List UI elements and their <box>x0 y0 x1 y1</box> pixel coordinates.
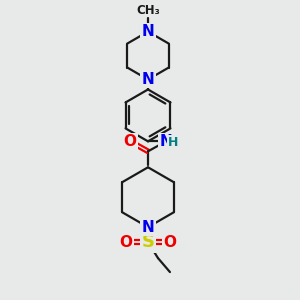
Text: O: O <box>164 235 176 250</box>
Text: N: N <box>142 24 154 39</box>
Text: N: N <box>142 220 154 235</box>
Text: S: S <box>142 233 154 251</box>
Text: N: N <box>142 72 154 87</box>
Text: N: N <box>160 134 172 149</box>
Text: O: O <box>120 235 133 250</box>
Text: CH₃: CH₃ <box>136 4 160 16</box>
Text: O: O <box>124 134 136 149</box>
Text: H: H <box>168 136 178 149</box>
